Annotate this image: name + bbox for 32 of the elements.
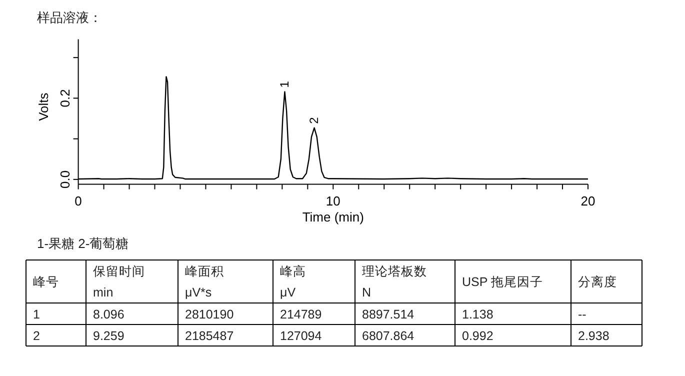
text: 2185487 [185,328,234,343]
x-tick-label: 10 [326,193,340,208]
text: 6807.864 [362,328,414,343]
y-tick-label: 0.2 [57,89,72,108]
text: 保留时间 min [93,264,145,300]
text: 峰号 [33,275,59,289]
text: 127094 [280,328,322,343]
text: 峰高 μV [280,264,306,300]
annotation: 1 [277,80,292,88]
y-axis-title: Volts [36,92,51,121]
x-axis-title: Time (min) [302,209,364,224]
text: 2.938 [578,328,610,343]
x-tick-label: 20 [580,193,596,208]
text: 8897.514 [362,307,414,322]
annotation: 2 [306,116,321,124]
text: 0.992 [462,328,494,343]
text: -- [578,307,586,322]
text: 8.096 [93,307,124,322]
text: USP 拖尾因子 [462,275,543,289]
text: 214789 [280,307,322,322]
text: 理论塔板数 N [362,264,427,300]
text: 2 [33,328,40,343]
text: 1-果糖 2-葡萄糖 [37,236,129,251]
text: 1 [33,307,40,322]
text: 分离度 [578,274,617,289]
y-tick-label: 0.0 [57,170,72,188]
chart-title: 样品溶液： [37,10,102,25]
text: 9.259 [93,328,124,343]
text: 峰面积 μV*s [185,264,224,300]
text: 1.138 [462,307,494,322]
x-tick-label: 0 [74,193,82,208]
text: 2810190 [185,307,234,322]
